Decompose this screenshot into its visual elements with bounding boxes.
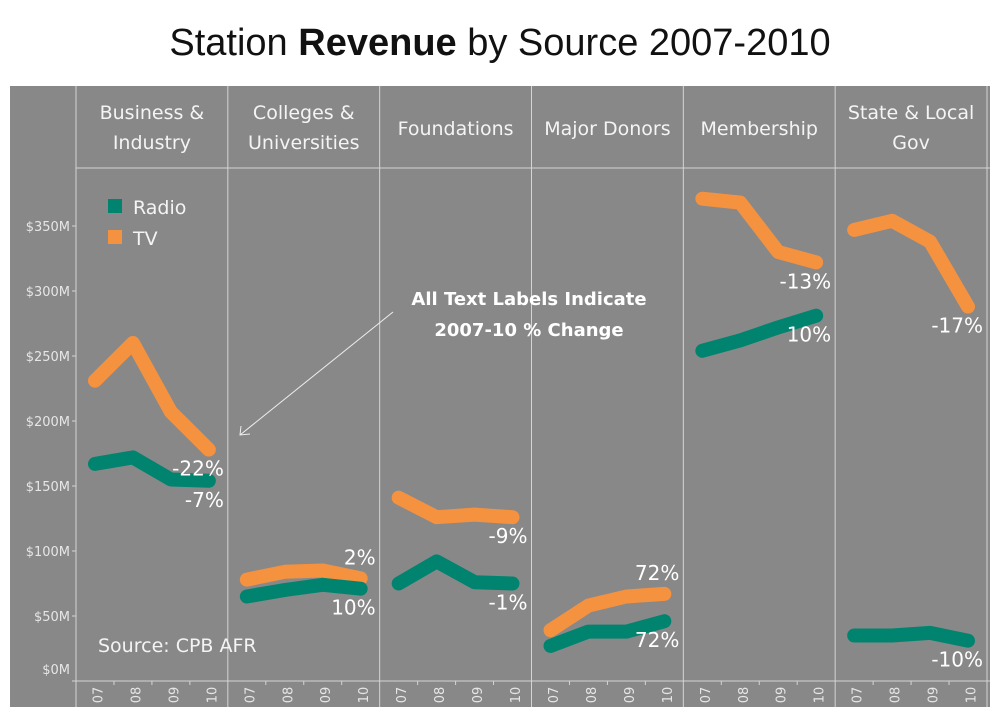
- radio-change-label: -7%: [185, 488, 224, 512]
- panel-header: Major Donors: [544, 118, 670, 140]
- radio-change-label: -1%: [489, 591, 528, 615]
- annotation-line-2: 2007-10 % Change: [434, 320, 623, 341]
- x-tick-label: 08: [737, 687, 752, 704]
- tv-change-label: -9%: [489, 524, 528, 548]
- radio-change-label: 72%: [635, 628, 679, 652]
- legend: Radio TV: [108, 197, 186, 250]
- series-lines: [88, 191, 975, 653]
- x-tick-label: 09: [927, 687, 942, 704]
- x-tick-label: 07: [547, 687, 562, 704]
- x-axis: 07 08 09 10 07 08 09 10 07 08 09 10 07 08 09 10 07 08 09 10…: [92, 681, 980, 703]
- panel-headers: Business & Industry Colleges & Universities…: [100, 102, 975, 154]
- radio-line: [239, 577, 368, 604]
- annotation-arrow-line: [239, 311, 394, 436]
- x-tick-label: 09: [471, 687, 486, 704]
- legend-radio-label: Radio: [133, 197, 186, 219]
- panel-header: Gov: [892, 132, 930, 154]
- radio-change-label: -10%: [931, 648, 983, 672]
- annotation: All Text Labels Indicate 2007-10 % Chang…: [98, 289, 647, 657]
- x-tick-label: 08: [433, 687, 448, 704]
- tv-line: [543, 586, 672, 638]
- panel-header: Industry: [113, 132, 191, 154]
- x-tick-label: 09: [623, 687, 638, 704]
- tv-change-label: -22%: [172, 457, 224, 481]
- x-tick-label: 07: [92, 687, 107, 704]
- tv-line: [239, 563, 368, 587]
- chart-background: [10, 86, 990, 707]
- y-axis: $0M $50M $100M $150M $200M $250M $300M $350M: [26, 220, 76, 678]
- x-tick-label: 08: [129, 687, 144, 704]
- source-note: Source: CPB AFR: [98, 635, 257, 657]
- tv-change-label: 2%: [344, 545, 376, 569]
- x-tick-label: 10: [509, 687, 524, 704]
- x-tick-label: 10: [357, 687, 372, 704]
- tv-line: [88, 336, 216, 457]
- radio-line: [695, 308, 824, 358]
- x-tick-label: 08: [889, 687, 904, 704]
- radio-line: [847, 625, 975, 648]
- title-part: Revenue: [298, 22, 457, 64]
- panel-header: State & Local: [848, 102, 974, 124]
- title-part: Station: [169, 22, 299, 64]
- title-part: by Source 2007-2010: [456, 22, 831, 64]
- y-tick-label: $350M: [26, 220, 70, 235]
- tv-change-label: 72%: [635, 561, 679, 585]
- annotation-line-1: All Text Labels Indicate: [411, 289, 646, 310]
- x-tick-label: 07: [395, 687, 410, 704]
- x-tick-label: 07: [851, 687, 866, 704]
- legend-radio-swatch: [108, 199, 122, 213]
- x-tick-label: 10: [205, 687, 220, 704]
- x-tick-label: 07: [243, 687, 258, 704]
- panel-header: Colleges &: [253, 102, 355, 124]
- y-tick-label: $0M: [42, 663, 70, 678]
- y-tick-label: $50M: [34, 610, 70, 625]
- radio-line: [391, 554, 520, 591]
- radio-line: [88, 450, 216, 488]
- x-tick-label: 09: [319, 687, 334, 704]
- y-tick-label: $300M: [26, 285, 70, 300]
- y-tick-label: $100M: [26, 545, 70, 560]
- panel-header: Business &: [100, 102, 205, 124]
- x-tick-label: 09: [775, 687, 790, 704]
- x-tick-label: 08: [585, 687, 600, 704]
- radio-change-label: 10%: [331, 596, 375, 620]
- x-tick-label: 10: [965, 687, 980, 704]
- x-tick-label: 10: [813, 687, 828, 704]
- radio-line: [543, 614, 672, 653]
- x-tick-label: 07: [699, 687, 714, 704]
- tv-line: [695, 191, 824, 270]
- tv-change-label: -17%: [931, 314, 983, 338]
- chart-title: Station Revenue by Source 2007-2010: [0, 22, 1000, 65]
- change-labels: -7% -22% 10% 2% -1% -9% 72% 72% 10% -13% -10% -17%: [172, 269, 983, 671]
- panel-header: Universities: [248, 132, 359, 154]
- y-tick-label: $150M: [26, 480, 70, 495]
- y-tick-label: $250M: [26, 350, 70, 365]
- tv-line: [847, 213, 975, 314]
- x-tick-label: 09: [167, 687, 182, 704]
- x-tick-label: 10: [661, 687, 676, 704]
- annotation-arrow-head: [239, 425, 251, 436]
- legend-tv-label: TV: [132, 228, 158, 250]
- radio-change-label: 10%: [787, 323, 831, 347]
- legend-tv-swatch: [108, 230, 122, 244]
- panel-header: Foundations: [398, 118, 514, 140]
- panel-header: Membership: [701, 118, 818, 140]
- tv-line: [391, 490, 520, 525]
- x-tick-label: 08: [281, 687, 296, 704]
- tv-change-label: -13%: [779, 269, 831, 293]
- y-tick-label: $200M: [26, 415, 70, 430]
